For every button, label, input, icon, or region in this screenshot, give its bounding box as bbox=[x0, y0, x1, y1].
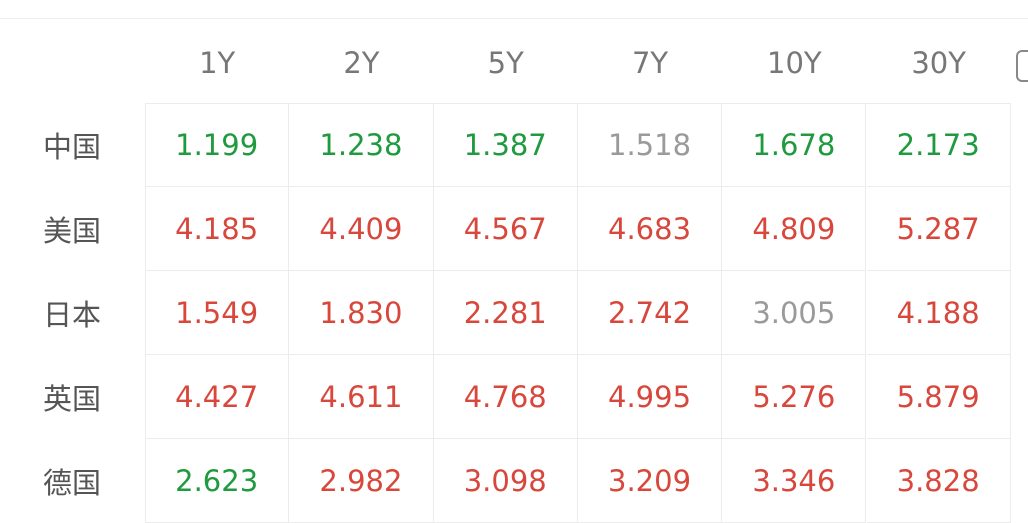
row-label[interactable]: 德国 bbox=[42, 466, 101, 500]
rate-cell[interactable]: 3.209 bbox=[577, 439, 723, 523]
rate-cell[interactable]: 2.623 bbox=[145, 439, 290, 523]
table-left-border bbox=[145, 103, 146, 523]
rate-cell[interactable]: 4.427 bbox=[145, 355, 290, 439]
rate-cell[interactable]: 1.518 bbox=[577, 103, 723, 187]
rate-cell[interactable]: 1.830 bbox=[289, 271, 434, 355]
rate-cell[interactable]: 4.567 bbox=[433, 187, 578, 271]
top-divider bbox=[0, 18, 1028, 19]
rate-cell[interactable]: 4.809 bbox=[722, 187, 867, 271]
rate-cell[interactable]: 1.238 bbox=[289, 103, 434, 187]
rate-cell[interactable]: 3.828 bbox=[866, 439, 1011, 523]
rate-cell[interactable]: 2.281 bbox=[433, 271, 578, 355]
rate-cell[interactable]: 3.098 bbox=[433, 439, 578, 523]
rate-cell[interactable]: 3.346 bbox=[722, 439, 867, 523]
row-label[interactable]: 中国 bbox=[42, 130, 101, 164]
rate-cell[interactable]: 3.005 bbox=[722, 271, 867, 355]
rate-cell[interactable]: 1.549 bbox=[145, 271, 290, 355]
column-header: 30Y bbox=[911, 46, 966, 80]
rate-cell[interactable]: 2.982 bbox=[289, 439, 434, 523]
column-header: 1Y bbox=[199, 46, 236, 80]
scroll-icon[interactable] bbox=[1016, 50, 1028, 82]
rate-cell[interactable]: 1.387 bbox=[433, 103, 578, 187]
column-header: 5Y bbox=[487, 46, 524, 80]
rate-cell[interactable]: 4.995 bbox=[577, 355, 723, 439]
column-header: 7Y bbox=[631, 46, 669, 80]
rate-cell[interactable]: 2.742 bbox=[577, 271, 723, 355]
row-label[interactable]: 美国 bbox=[42, 214, 101, 248]
rate-cell[interactable]: 4.768 bbox=[433, 355, 578, 439]
rate-cell[interactable]: 5.276 bbox=[722, 355, 867, 439]
rate-cell[interactable]: 4.185 bbox=[145, 187, 290, 271]
row-label[interactable]: 日本 bbox=[42, 298, 101, 332]
column-header: 2Y bbox=[343, 46, 380, 80]
column-header: 10Y bbox=[767, 46, 822, 80]
rate-cell[interactable]: 4.409 bbox=[289, 187, 434, 271]
rate-cell[interactable]: 4.611 bbox=[289, 355, 434, 439]
table-top-border bbox=[145, 103, 1011, 104]
rate-cell[interactable]: 4.683 bbox=[577, 187, 723, 271]
rate-cell[interactable]: 5.287 bbox=[866, 187, 1011, 271]
row-label[interactable]: 英国 bbox=[42, 382, 101, 416]
rate-cell[interactable]: 1.678 bbox=[722, 103, 867, 187]
rate-cell[interactable]: 1.199 bbox=[145, 103, 290, 187]
rate-cell[interactable]: 4.188 bbox=[866, 271, 1011, 355]
rate-cell[interactable]: 2.173 bbox=[866, 103, 1011, 187]
rate-cell[interactable]: 5.879 bbox=[866, 355, 1011, 439]
